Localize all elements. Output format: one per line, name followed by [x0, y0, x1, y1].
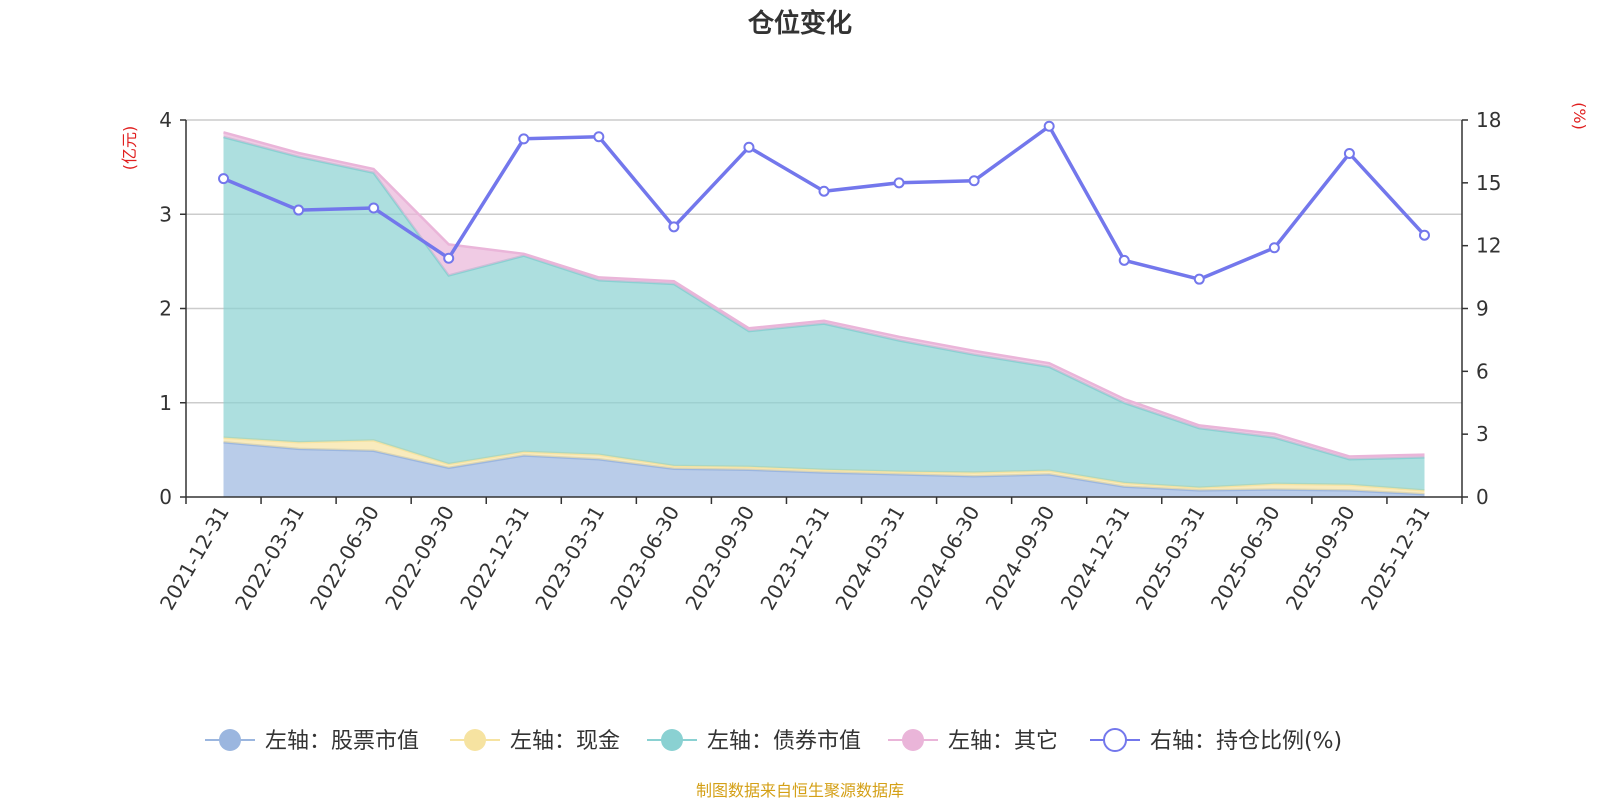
left-tick-label: 2 [159, 297, 172, 321]
holding-ratio-point [518, 133, 530, 145]
right-tick-label: 6 [1476, 359, 1489, 383]
source-note: 制图数据来自恒生聚源数据库 [696, 781, 904, 800]
x-tick-label: 2022-09-30 [380, 502, 459, 615]
holding-ratio-point [593, 131, 605, 143]
left-tick-label: 3 [159, 202, 172, 226]
legend-marker-0 [219, 729, 241, 751]
chart-title: 仓位变化 [747, 8, 852, 39]
left-tick-label: 4 [159, 108, 172, 132]
holding-ratio-point [893, 177, 905, 189]
area-edge-series-3 [223, 131, 1425, 458]
right-tick-label: 12 [1476, 234, 1501, 258]
holding-ratio-point [1343, 148, 1355, 160]
holding-ratio-point [293, 204, 305, 216]
right-axis-unit: (%) [1570, 102, 1589, 130]
x-tick-label: 2025-12-31 [1356, 502, 1435, 615]
right-tick-label: 15 [1476, 171, 1501, 195]
holding-ratio-point [818, 185, 830, 197]
x-tick-label: 2025-06-30 [1206, 502, 1285, 615]
area-series-1 [223, 437, 1425, 495]
legend-label-0: 左轴：股票市值 [265, 729, 419, 754]
left-tick-label: 1 [159, 391, 172, 415]
holding-ratio-point [1193, 273, 1205, 285]
x-tick-label: 2024-09-30 [981, 502, 1060, 615]
legend-marker-1 [464, 729, 486, 751]
holding-ratio-point [1418, 229, 1430, 241]
legend-marker-2 [661, 729, 683, 751]
x-tick-label: 2024-03-31 [830, 502, 909, 615]
x-tick-label: 2021-12-31 [155, 502, 234, 615]
x-tick-label: 2023-12-31 [755, 502, 834, 615]
x-tick-label: 2023-03-31 [530, 502, 609, 615]
holding-ratio-point [1118, 254, 1130, 266]
holding-ratio-point [218, 173, 230, 185]
legend-label-2: 左轴：债券市值 [707, 729, 861, 754]
x-tick-label: 2022-03-31 [230, 502, 309, 615]
x-tick-label: 2022-06-30 [305, 502, 384, 615]
holding-ratio-point [1268, 242, 1280, 254]
x-tick-label: 2024-06-30 [906, 502, 985, 615]
holding-ratio-point [368, 202, 380, 214]
holding-ratio-point [443, 252, 455, 264]
area-series-3 [223, 132, 1425, 460]
right-tick-label: 9 [1476, 297, 1489, 321]
legend: 左轴：股票市值 左轴：现金 左轴：债券市值 左轴：其它 右轴：持仓比例(%) [205, 728, 1342, 754]
right-tick-label: 3 [1476, 422, 1489, 446]
legend-marker-4 [1103, 728, 1127, 752]
holding-ratio-line-group [218, 120, 1430, 285]
x-tick-label: 2024-12-31 [1056, 502, 1135, 615]
holding-ratio-point [1043, 120, 1055, 132]
legend-label-3: 左轴：其它 [948, 729, 1058, 754]
left-axis-unit: (亿元) [120, 126, 139, 171]
x-tick-label: 2023-06-30 [605, 502, 684, 615]
stacked-areas [223, 131, 1425, 497]
right-tick-label: 0 [1476, 485, 1489, 509]
area-series-2 [223, 137, 1425, 491]
legend-label-4: 右轴：持仓比例(%) [1150, 729, 1342, 754]
left-tick-label: 0 [159, 485, 172, 509]
legend-marker-3 [902, 729, 924, 751]
x-tick-label: 2025-09-30 [1281, 502, 1360, 615]
x-tick-label: 2022-12-31 [455, 502, 534, 615]
holding-ratio-point [968, 175, 980, 187]
x-tick-label: 2023-09-30 [680, 502, 759, 615]
right-tick-label: 18 [1476, 108, 1501, 132]
legend-label-1: 左轴：现金 [510, 729, 620, 754]
x-tick-label: 2025-03-31 [1131, 502, 1210, 615]
holding-ratio-point [743, 141, 755, 153]
holding-ratio-point [668, 221, 680, 233]
